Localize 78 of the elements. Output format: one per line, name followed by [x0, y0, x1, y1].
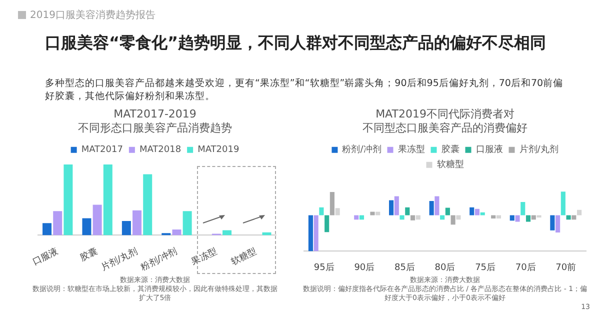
bar — [572, 215, 576, 220]
text: 口服美容“零食化”趋势明显，不同人群对不同型态产品的偏好不尽相同 — [45, 33, 546, 54]
chart-title: MAT2017-2019 — [114, 107, 196, 120]
bar — [222, 230, 232, 236]
x-tick-label: 80后 — [434, 262, 456, 273]
x-tick-label: 片剂/丸剂 — [99, 246, 140, 273]
bar — [376, 212, 380, 216]
legend-label: 果冻型 — [398, 144, 425, 156]
text: 2019口服美容消费趋势报告 — [30, 8, 156, 22]
legend-label: MAT2017 — [81, 145, 123, 156]
bar — [531, 215, 536, 220]
bar — [53, 211, 62, 236]
text: 多种型态的口服美容产品都越来越受欢迎，更有“果冻型”和“软糖型”崭露头角；90后和95后偏好丸剂，70后和70前偏好胶囊，其他代际偏好粉剂和果冻型。 — [45, 77, 564, 103]
bar — [389, 200, 394, 216]
bar — [64, 164, 73, 236]
bar — [182, 211, 192, 236]
bar — [491, 215, 496, 219]
bar — [456, 215, 461, 220]
bar — [410, 215, 416, 220]
bar — [520, 202, 526, 216]
x-tick-label: 口服液 — [30, 246, 60, 268]
bar — [324, 215, 330, 232]
x-tick-label: 胶囊 — [78, 246, 100, 264]
bar — [556, 215, 560, 233]
x-tick-label: 粉剂/冲剂 — [139, 246, 180, 273]
legend-label: MAT2019 — [198, 145, 240, 156]
bar — [515, 215, 520, 222]
chart-subtitle: 不同形态口服美容产品消费趋势 — [78, 122, 232, 135]
bar — [405, 207, 410, 216]
x-tick-label: 90后 — [354, 262, 375, 273]
bar — [370, 212, 375, 216]
bar — [92, 204, 102, 236]
legend-label: 片剂/丸剂 — [519, 144, 558, 156]
bar — [314, 215, 318, 252]
bar — [394, 196, 399, 216]
bar — [319, 207, 324, 216]
bar — [172, 230, 182, 236]
legend-label: 软糖型 — [436, 159, 464, 170]
bar — [577, 210, 582, 216]
x-tick-label: 75后 — [475, 262, 496, 273]
x-tick-label: 70后 — [515, 262, 536, 273]
chart-title: MAT2019不同代际消费者对 — [376, 107, 514, 120]
x-tick-label: 软糖型 — [229, 246, 258, 268]
bar — [132, 210, 142, 236]
chart-subtitle: 不同型态口服美容产品的消费偏好 — [362, 122, 528, 135]
bar — [526, 215, 531, 222]
bar — [496, 215, 501, 219]
legend-label: MAT2018 — [139, 145, 182, 156]
bar — [143, 174, 152, 236]
bar — [510, 215, 514, 221]
bar — [359, 215, 364, 220]
bar — [330, 192, 334, 216]
bar — [474, 208, 480, 216]
bar — [354, 215, 359, 220]
bar — [103, 164, 112, 236]
bar — [566, 215, 571, 220]
x-tick-label: 85后 — [394, 262, 415, 273]
bar — [480, 212, 485, 216]
bar — [560, 192, 566, 216]
bar — [470, 207, 474, 216]
bar — [335, 208, 340, 216]
bar — [450, 215, 456, 225]
bar — [42, 223, 52, 236]
bar — [440, 215, 445, 220]
legend-label: 口服液 — [476, 144, 503, 156]
bar — [550, 215, 555, 230]
bar — [122, 221, 131, 236]
legend-label: 胶囊 — [441, 144, 460, 156]
bar — [308, 215, 313, 252]
bar — [82, 218, 92, 236]
bar — [429, 200, 434, 216]
bar — [416, 215, 420, 220]
bar — [445, 208, 450, 216]
x-tick-label: 95后 — [314, 262, 334, 273]
legend-label: 粉剂/冲剂 — [342, 144, 382, 156]
bar — [434, 196, 440, 216]
x-tick-label: 70前 — [556, 262, 576, 273]
bar — [400, 215, 404, 220]
